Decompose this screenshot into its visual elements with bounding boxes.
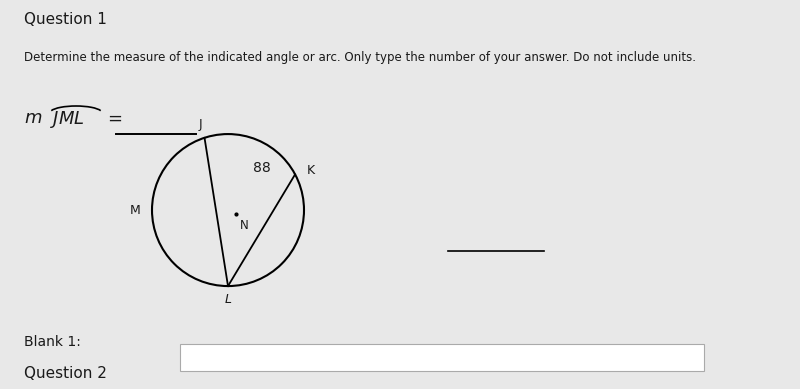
Text: J: J bbox=[198, 118, 202, 131]
Text: Question 1: Question 1 bbox=[24, 12, 107, 27]
Text: K: K bbox=[306, 164, 314, 177]
FancyBboxPatch shape bbox=[180, 344, 704, 371]
Text: $\mathit{JML}$: $\mathit{JML}$ bbox=[50, 109, 85, 130]
Text: L: L bbox=[225, 293, 231, 306]
Text: 88: 88 bbox=[254, 161, 271, 175]
Text: Blank 1:: Blank 1: bbox=[24, 335, 81, 349]
Text: $=$: $=$ bbox=[104, 109, 122, 127]
Text: Question 2: Question 2 bbox=[24, 366, 107, 381]
Text: $m$: $m$ bbox=[24, 109, 42, 127]
Text: Determine the measure of the indicated angle or arc. Only type the number of you: Determine the measure of the indicated a… bbox=[24, 51, 696, 63]
Text: M: M bbox=[130, 203, 141, 217]
Text: N: N bbox=[240, 219, 249, 231]
